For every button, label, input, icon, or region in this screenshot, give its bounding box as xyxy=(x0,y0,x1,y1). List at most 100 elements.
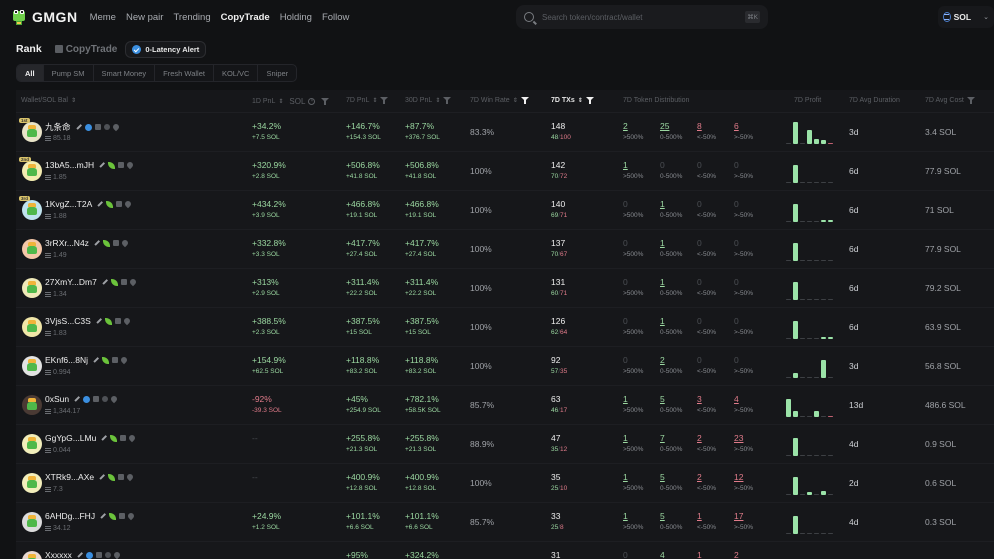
search-box[interactable]: ⌘K xyxy=(516,5,768,29)
dist-count[interactable]: 1 xyxy=(623,160,628,170)
nav-item-copytrade[interactable]: CopyTrade xyxy=(220,11,270,23)
edit-icon[interactable] xyxy=(93,357,99,363)
dist-count[interactable]: 25 xyxy=(660,121,670,131)
wallet-address[interactable]: 27XmY...Dm7 xyxy=(45,277,97,287)
wallet-name[interactable]: 九条命 xyxy=(45,121,120,133)
latency-alert-button[interactable]: 0-Latency Alert xyxy=(125,40,207,58)
dist-count[interactable]: 1 xyxy=(623,511,628,521)
wallet-address[interactable]: Xxxxxx xyxy=(45,550,72,559)
copy-icon[interactable] xyxy=(94,124,101,130)
avatar[interactable] xyxy=(22,434,42,454)
dist-count[interactable]: 4 xyxy=(734,394,739,404)
table-row[interactable]: XTRk9...AXe 7.3 -- +400.9% +12.8 SOL +40… xyxy=(16,464,994,503)
tab-copytrade[interactable]: CopyTrade xyxy=(54,44,117,55)
edit-icon[interactable] xyxy=(77,552,83,558)
tab-rank[interactable]: Rank xyxy=(16,43,42,55)
dist-count[interactable]: 6 xyxy=(734,121,739,131)
copy-icon[interactable] xyxy=(116,201,123,207)
table-row[interactable]: 3rRXr...N4z 1.49 +332.8% +3.3 SOL +417.7… xyxy=(16,230,994,269)
filter-icon[interactable] xyxy=(321,98,330,105)
dist-count[interactable]: 2 xyxy=(623,121,628,131)
avatar[interactable] xyxy=(22,122,42,142)
dist-count[interactable]: 5 xyxy=(660,394,665,404)
filter-icon[interactable] xyxy=(966,97,975,104)
copy-icon[interactable] xyxy=(95,552,102,558)
filter-icon[interactable] xyxy=(380,97,389,104)
follow-heart-icon[interactable] xyxy=(128,277,138,287)
col-win-rate[interactable]: 7D Win Rate ⇕ xyxy=(470,97,529,104)
dist-count[interactable]: 1 xyxy=(660,316,665,326)
avatar[interactable] xyxy=(22,551,42,559)
filter-active-icon[interactable] xyxy=(585,97,594,104)
dist-count[interactable]: 1 xyxy=(623,394,628,404)
col-avg-cost[interactable]: 7D Avg Cost xyxy=(925,97,975,104)
follow-heart-icon[interactable] xyxy=(111,122,120,132)
nav-item-trending[interactable]: Trending xyxy=(173,11,211,23)
dist-count[interactable]: 3 xyxy=(697,394,702,404)
x-social-icon[interactable] xyxy=(103,124,110,130)
edit-icon[interactable] xyxy=(75,124,82,130)
toggle-circle-icon[interactable]: × xyxy=(308,98,316,105)
avatar[interactable] xyxy=(22,356,42,376)
edit-icon[interactable] xyxy=(99,162,105,168)
dist-count[interactable]: 1 xyxy=(623,472,628,482)
filter-icon[interactable] xyxy=(443,97,452,104)
copy-icon[interactable] xyxy=(93,396,100,402)
wallet-address[interactable]: 1KvgZ...T2A xyxy=(45,199,93,209)
table-row[interactable]: 27XmY...Dm7 1.34 +313% +2.9 SOL +311.4% … xyxy=(16,269,994,308)
dist-count[interactable]: 2 xyxy=(697,472,702,482)
edit-icon[interactable] xyxy=(102,279,108,285)
filter-all[interactable]: All xyxy=(17,65,44,81)
dist-count[interactable]: 2 xyxy=(734,550,739,559)
filter-smart-money[interactable]: Smart Money xyxy=(94,65,156,81)
wallet-name[interactable]: 1KvgZ...T2A xyxy=(45,199,133,209)
edit-icon[interactable] xyxy=(100,513,106,519)
filter-kol-vc[interactable]: KOL/VC xyxy=(214,65,259,81)
dist-count[interactable]: 2 xyxy=(697,433,702,443)
dist-count[interactable]: 4 xyxy=(660,550,665,559)
table-row[interactable]: 1st 九条命 85.18 +34.2% +7.5 SOL +146.7% +1… xyxy=(16,113,994,152)
table-row[interactable]: 0xSun 1,344.17 -92% -39.3 SOL +45% +254.… xyxy=(16,386,994,425)
avatar[interactable] xyxy=(22,278,42,298)
nav-item-follow[interactable]: Follow xyxy=(321,11,350,23)
dist-count[interactable]: 12 xyxy=(734,472,744,482)
sol-toggle[interactable]: SOL xyxy=(289,97,306,106)
wallet-name[interactable]: 3rRXr...N4z xyxy=(45,238,130,248)
wallet-name[interactable]: 0xSun xyxy=(45,394,119,404)
wallet-address[interactable]: XTRk9...AXe xyxy=(45,472,95,482)
follow-heart-icon[interactable] xyxy=(125,472,135,482)
copy-icon[interactable] xyxy=(118,162,125,168)
wallet-name[interactable]: 13bA5...mJH xyxy=(45,160,135,170)
avatar[interactable] xyxy=(22,161,42,181)
edit-icon[interactable] xyxy=(74,396,80,402)
wallet-name[interactable]: 6AHDg...FHJ xyxy=(45,511,136,521)
copy-icon[interactable] xyxy=(118,474,125,480)
table-row[interactable]: 3VjsS...C3S 1.83 +388.5% +2.3 SOL +387.5… xyxy=(16,308,994,347)
edit-icon[interactable] xyxy=(99,474,105,480)
x-social-icon[interactable] xyxy=(104,552,111,558)
avatar[interactable] xyxy=(22,317,42,337)
col-pnl-30d[interactable]: 30D PnL ⇕ xyxy=(405,97,452,104)
wallet-address[interactable]: 0xSun xyxy=(45,394,70,404)
x-social-icon[interactable] xyxy=(102,396,109,402)
wallet-address[interactable]: EKnf6...8Nj xyxy=(45,355,88,365)
table-row[interactable]: EKnf6...8Nj 0.994 +154.9% +62.5 SOL +118… xyxy=(16,347,994,386)
edit-icon[interactable] xyxy=(97,201,103,207)
wallet-address[interactable]: 6AHDg...FHJ xyxy=(45,511,96,521)
avatar[interactable] xyxy=(22,395,42,415)
table-row[interactable]: Xxxxxx +95% +324.2% 31 / xyxy=(16,542,994,559)
wallet-name[interactable]: EKnf6...8Nj xyxy=(45,355,129,365)
dist-count[interactable]: 1 xyxy=(660,238,665,248)
copy-icon[interactable] xyxy=(120,279,127,285)
copy-icon[interactable] xyxy=(114,318,121,324)
wallet-address[interactable]: 3VjsS...C3S xyxy=(45,316,91,326)
edit-icon[interactable] xyxy=(94,240,100,246)
dist-count[interactable]: 8 xyxy=(697,121,702,131)
follow-heart-icon[interactable] xyxy=(112,550,122,559)
copy-icon[interactable] xyxy=(119,513,126,519)
follow-heart-icon[interactable] xyxy=(124,199,133,209)
follow-heart-icon[interactable] xyxy=(122,316,132,326)
dist-count[interactable]: 1 xyxy=(697,511,702,521)
dist-count[interactable]: 5 xyxy=(660,511,665,521)
nav-item-meme[interactable]: Meme xyxy=(89,11,116,23)
